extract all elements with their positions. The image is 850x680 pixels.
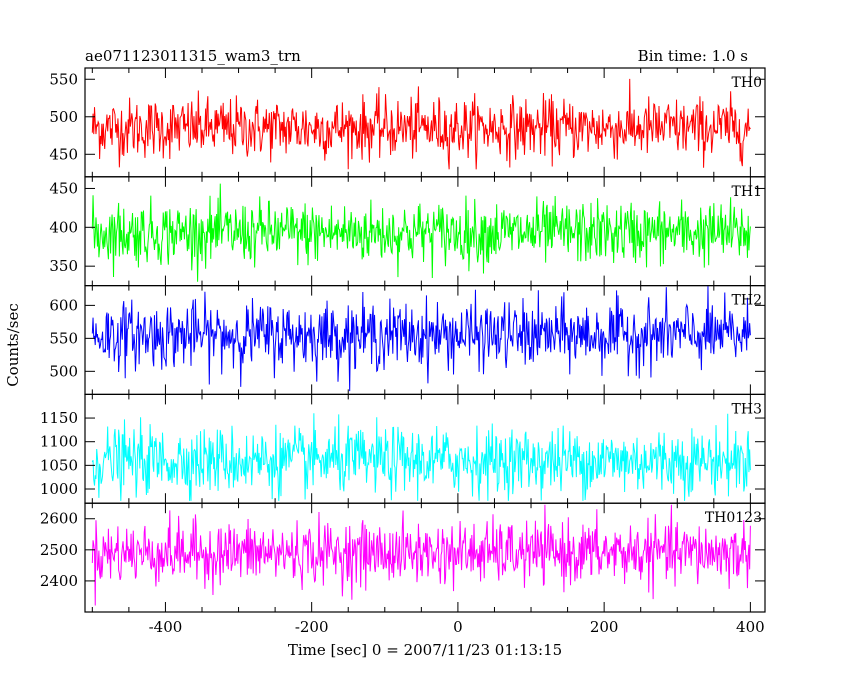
panels-group: 450 500 550 TH0 350 400 450 TH1 500 550 600 TH2 1000… xyxy=(40,67,766,613)
y-tick-label: 1000 xyxy=(40,480,78,498)
y-tick-label: 1050 xyxy=(40,456,78,474)
x-tick-label: 200 xyxy=(590,618,619,636)
x-tick-label: 0 xyxy=(453,618,463,636)
series-line-th0 xyxy=(91,78,751,170)
x-tick-label: 400 xyxy=(736,618,765,636)
x-axis-ticks: -400 -200 0 200 400 xyxy=(149,618,765,636)
panel-frame xyxy=(84,502,766,613)
series-line-th0123 xyxy=(91,504,751,606)
panel-label: TH0123 xyxy=(705,510,762,526)
panel-label: TH1 xyxy=(732,184,762,200)
y-tick-label: 400 xyxy=(49,218,78,236)
series-line-th2 xyxy=(91,286,751,392)
x-tick-label: -400 xyxy=(149,618,183,636)
chart-title: ae071123011315_wam3_trn xyxy=(85,47,301,65)
y-tick-label: 350 xyxy=(49,257,78,275)
y-axis-label: Counts/sec xyxy=(4,303,22,387)
panel-th3: 1000 1050 1100 1150 TH3 xyxy=(40,393,766,504)
panel-label: TH0 xyxy=(732,75,762,91)
y-tick-label: 550 xyxy=(49,70,78,88)
y-tick-label: 2600 xyxy=(40,510,78,528)
y-tick-label: 600 xyxy=(49,296,78,314)
bin-time-label: Bin time: 1.0 s xyxy=(638,47,748,65)
y-tick-label: 500 xyxy=(49,362,78,380)
panel-th1: 350 400 450 TH1 xyxy=(49,176,766,287)
y-tick-label: 500 xyxy=(49,108,78,126)
series-line-th1 xyxy=(91,183,751,282)
x-axis-label: Time [sec] 0 = 2007/11/23 01:13:15 xyxy=(288,641,562,659)
y-tick-label: 450 xyxy=(49,145,78,163)
x-tick-label: -200 xyxy=(295,618,329,636)
y-tick-label: 550 xyxy=(49,329,78,347)
y-tick-label: 450 xyxy=(49,179,78,197)
y-tick-label: 2400 xyxy=(40,572,78,590)
panel-th0: 450 500 550 TH0 xyxy=(49,67,766,178)
panel-label: TH2 xyxy=(732,293,762,309)
panel-label: TH3 xyxy=(732,401,762,417)
y-tick-label: 1100 xyxy=(40,433,78,451)
panel-th2: 500 550 600 TH2 xyxy=(49,285,766,396)
series-line-th3 xyxy=(91,413,751,501)
y-tick-label: 2500 xyxy=(40,541,78,559)
y-tick-label: 1150 xyxy=(40,409,78,427)
panel-th0123: 2400 2500 2600 TH0123 xyxy=(40,502,766,613)
